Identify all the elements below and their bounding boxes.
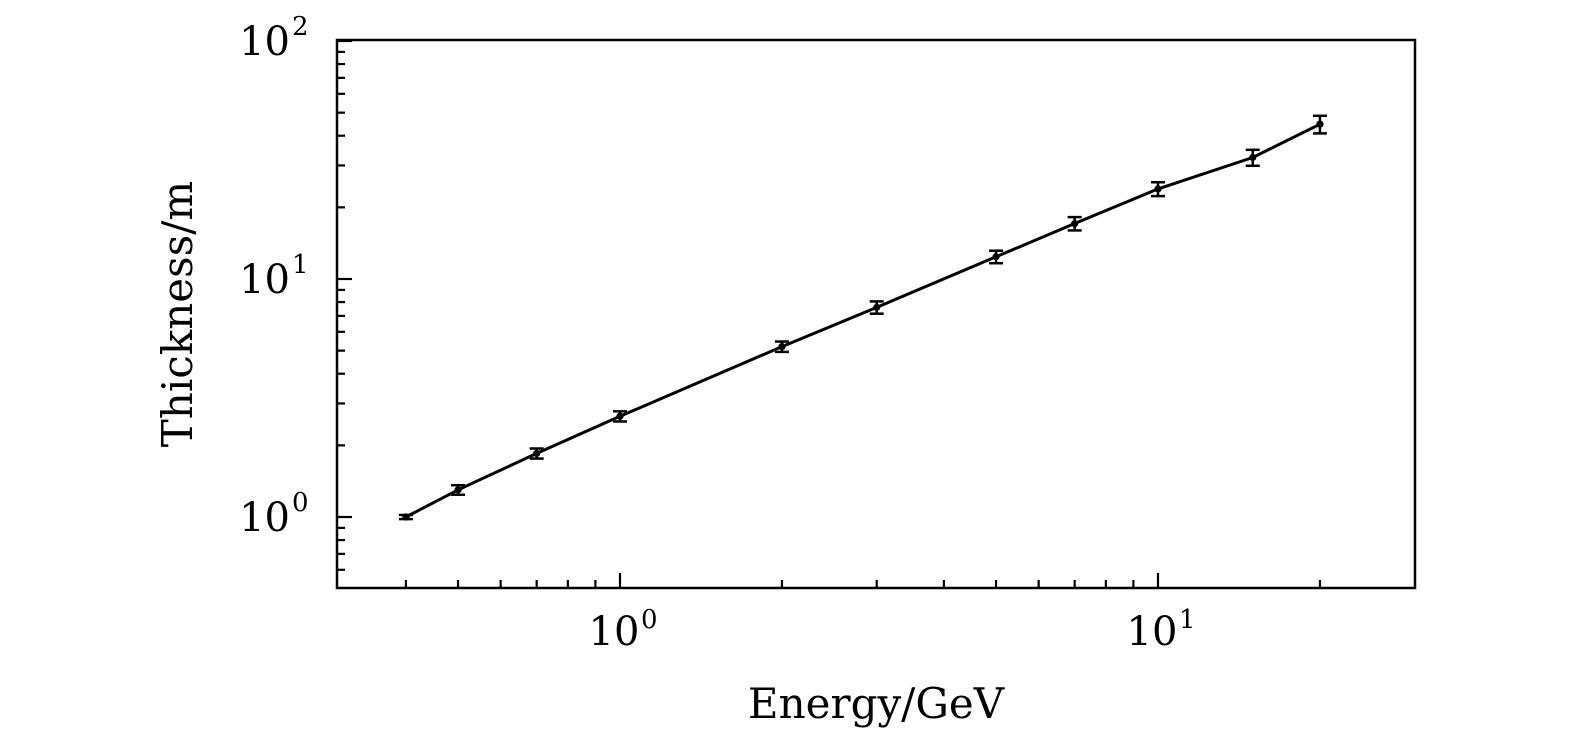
y-tick-label-exponent: 1 [292, 250, 309, 280]
tick-labels: 10 0 10 110 010 110 2 [239, 12, 1195, 655]
data-point [873, 303, 881, 311]
y-axis-title: Thickness/m [153, 181, 202, 447]
axis-ticks [337, 39, 1322, 588]
data-point [1316, 120, 1324, 128]
data-point [1249, 153, 1257, 162]
data-point [778, 342, 786, 351]
data-series [398, 114, 1327, 521]
y-tick-label-exponent: 0 [292, 488, 309, 518]
x-tick-label: 10 [1127, 609, 1178, 655]
x-tick-label-exponent: 0 [641, 605, 658, 635]
y-tick-label-exponent: 2 [292, 12, 309, 42]
data-point [454, 486, 462, 494]
data-point [1071, 219, 1079, 228]
y-tick-label: 10 [239, 495, 290, 541]
data-point [992, 253, 1000, 261]
x-tick-label-exponent: 1 [1179, 605, 1196, 635]
data-point [533, 449, 541, 458]
x-tick-label: 10 [589, 609, 640, 655]
data-point [616, 412, 624, 420]
data-point [1154, 185, 1162, 193]
y-tick-label: 10 [239, 257, 290, 303]
data-point [402, 513, 410, 521]
x-axis-title: Energy/GeV [748, 679, 1005, 728]
y-tick-label: 10 [239, 19, 290, 65]
